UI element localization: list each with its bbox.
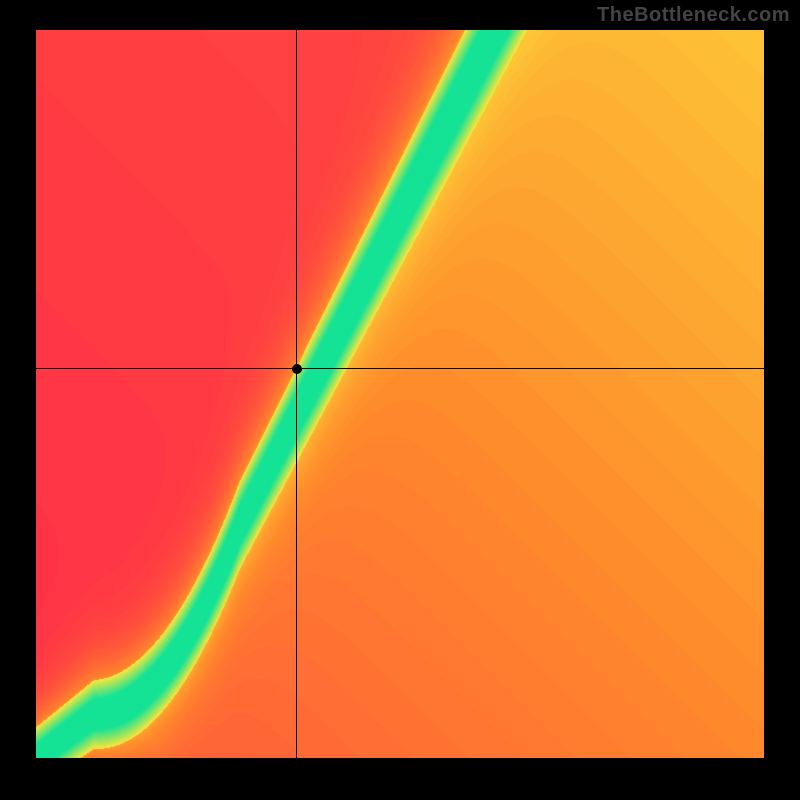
heatmap-canvas (36, 30, 764, 758)
crosshair-vertical (296, 30, 297, 758)
crosshair-marker (292, 364, 302, 374)
crosshair-horizontal (36, 368, 764, 369)
chart-container: TheBottleneck.com (0, 0, 800, 800)
watermark-text: TheBottleneck.com (597, 4, 790, 27)
